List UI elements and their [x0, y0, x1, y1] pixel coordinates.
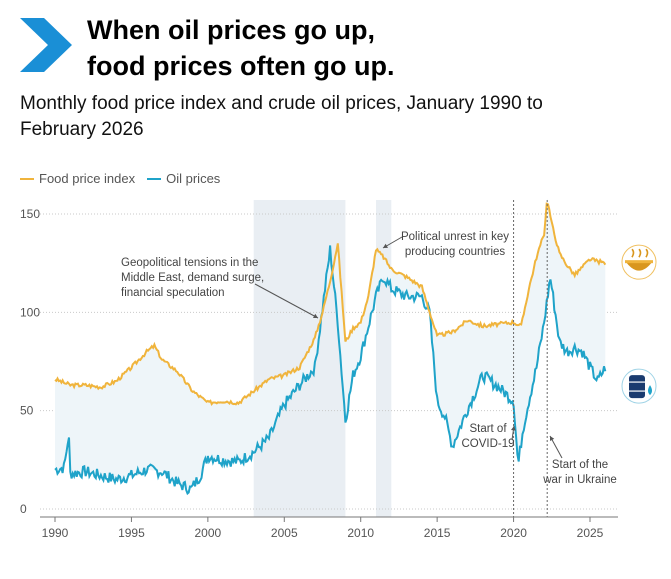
y-tick-label: 100 — [20, 305, 40, 319]
legend-item-oil: Oil prices — [147, 171, 220, 186]
x-tick-label: 2010 — [347, 526, 374, 540]
x-tick-label: 1995 — [118, 526, 145, 540]
legend-swatch-oil — [147, 177, 162, 180]
shaded-period-1 — [253, 200, 346, 517]
y-tick-label: 0 — [20, 502, 27, 516]
annotation-line: Geopolitical tensions in the — [121, 257, 258, 269]
y-tick-label: 150 — [20, 207, 40, 221]
legend-item-food: Food price index — [20, 171, 135, 186]
annotation-4: Start of the war in Ukraine — [542, 435, 617, 486]
oil-barrel-icon — [621, 368, 657, 404]
annotation-line: producing countries — [405, 246, 506, 258]
annotation-line: war in Ukraine — [542, 474, 617, 486]
annotation-text: Political unrest in key producing countri… — [401, 231, 509, 258]
x-tick-label: 2015 — [424, 526, 451, 540]
oil-drop — [648, 385, 652, 396]
arrowhead — [313, 313, 318, 319]
series-gap-fill — [55, 198, 606, 490]
series-line-food — [54, 202, 607, 407]
x-tick-label: 2020 — [500, 526, 527, 540]
y-tick-label: 50 — [20, 404, 34, 418]
x-tick-label: 2005 — [271, 526, 298, 540]
x-tick-label: 2000 — [195, 526, 222, 540]
oil-barrel-shape — [629, 375, 645, 399]
annotation-2: Political unrest in key producing countri… — [382, 231, 509, 258]
chart-title: When oil prices go up, food prices often… — [87, 12, 394, 84]
annotation-1: Geopolitical tensions in the Middle East,… — [121, 257, 319, 319]
title-line-1: When oil prices go up, — [87, 15, 376, 45]
arrowhead — [383, 243, 388, 248]
title-line-2: food prices often go up. — [87, 51, 395, 81]
series-line-oil — [54, 245, 607, 496]
chart-subtitle: Monthly food price index and crude oil p… — [20, 93, 543, 140]
annotation-line: Start of the — [552, 459, 608, 471]
chevron-icon — [20, 18, 72, 72]
legend-label-oil: Oil prices — [166, 171, 221, 186]
annotation-3: Start of COVID-19 — [461, 423, 516, 450]
annotation-arrow — [254, 283, 319, 319]
annotation-line: financial speculation — [121, 287, 225, 299]
x-tick-label: 2025 — [577, 526, 604, 540]
annotation-text: Geopolitical tensions in the Middle East,… — [121, 257, 264, 299]
annotation-line: Political unrest in key — [401, 231, 509, 243]
annotation-line: COVID-19 — [461, 438, 514, 450]
annotation-text: Start of COVID-19 — [461, 423, 514, 450]
food-bowl-rim — [625, 260, 653, 264]
legend-label-food: Food price index — [39, 171, 136, 186]
annotation-line: Middle East, demand surge, — [121, 272, 264, 284]
x-tick-label: 1990 — [42, 526, 69, 540]
legend: Food price index Oil prices — [20, 171, 220, 186]
arrowhead — [549, 436, 555, 441]
arrowhead — [511, 426, 516, 431]
legend-swatch-food — [20, 177, 34, 180]
annotation-text: Start of the war in Ukraine — [542, 459, 617, 486]
annotation-line: Start of — [469, 423, 507, 435]
food-bowl-icon — [621, 244, 657, 280]
food-bowl-shape — [626, 262, 652, 271]
food-steam — [631, 248, 649, 258]
